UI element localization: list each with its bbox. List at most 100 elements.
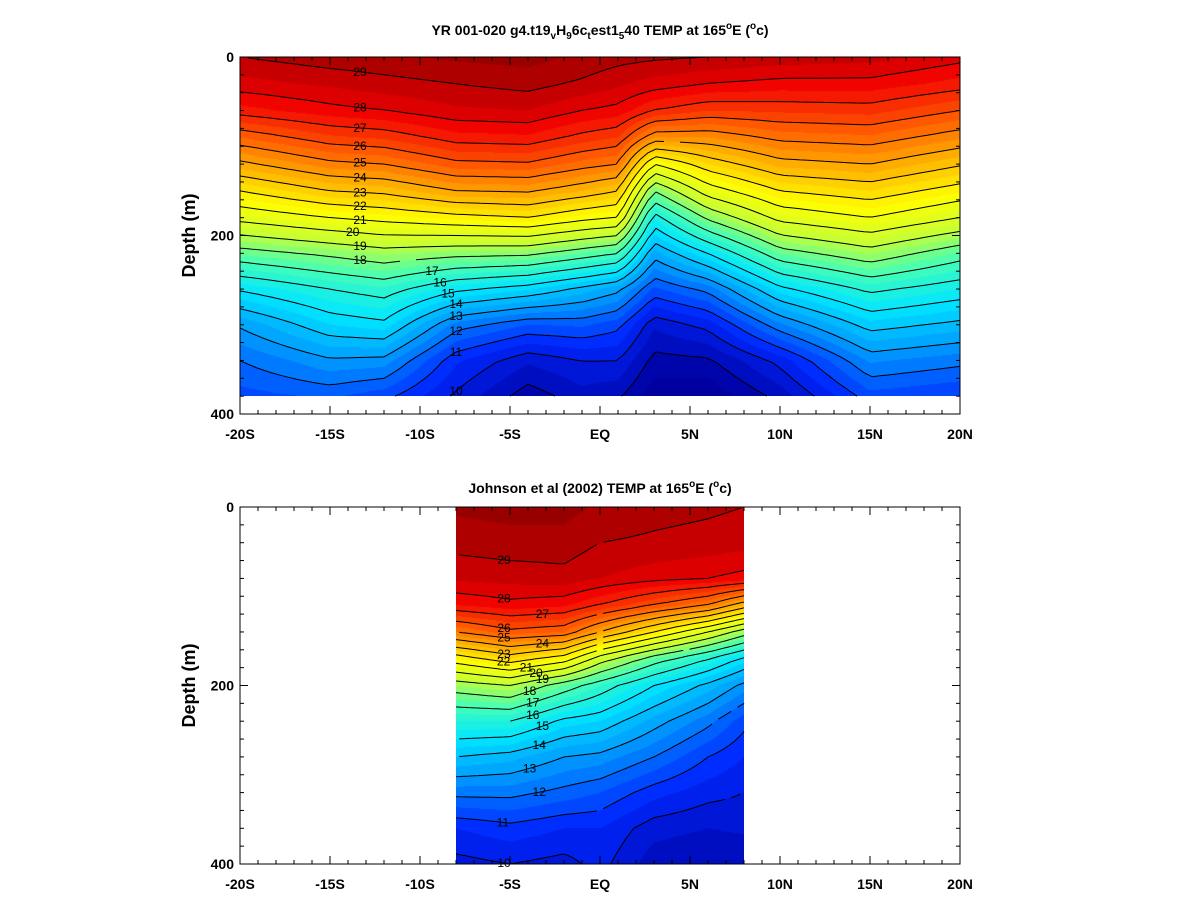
isotherm-label: 26 xyxy=(353,139,367,153)
isotherm-label: 27 xyxy=(353,121,367,135)
isotherm-label: 19 xyxy=(353,239,367,253)
isotherm-13 xyxy=(455,682,745,778)
axis-ticks xyxy=(239,506,961,865)
isotherm-label: 11 xyxy=(497,815,510,829)
y-axis-tick-labels: 0 200 400 xyxy=(211,49,235,422)
isotherm-label: 14 xyxy=(533,738,547,752)
isotherm-label: 15 xyxy=(536,719,550,733)
isotherm-label: 23 xyxy=(497,647,511,661)
isotherm-24 xyxy=(455,601,745,647)
isotherm-label: 29 xyxy=(497,553,511,567)
isotherm-label: 13 xyxy=(449,309,463,323)
isotherm-label: 26 xyxy=(497,621,511,635)
isotherm-9 xyxy=(509,351,768,397)
x-tick-label: 10N xyxy=(767,426,793,442)
isotherm-label: 10 xyxy=(497,856,511,870)
isotherm-29 xyxy=(459,507,741,565)
chart-title: Johnson et al (2002) TEMP at 165o​E (o​c… xyxy=(468,479,731,496)
isotherm-17 xyxy=(239,202,961,280)
isotherm-label: 24 xyxy=(353,171,367,185)
x-tick-label: EQ xyxy=(590,876,610,892)
temperature-heatmap xyxy=(240,57,960,396)
isotherm-label: 29 xyxy=(353,65,367,79)
x-tick-label: -15S xyxy=(315,426,345,442)
isotherm-16 xyxy=(510,649,745,722)
isotherm-label: 21 xyxy=(520,661,534,675)
isotherm-27 xyxy=(455,582,745,617)
isotherm-label: 27 xyxy=(536,607,550,621)
x-tick-label: -10S xyxy=(405,876,435,892)
isotherm-label: 17 xyxy=(526,696,540,710)
isotherm-13 xyxy=(239,259,961,359)
isotherm-contours xyxy=(239,56,961,397)
isotherm-26 xyxy=(239,109,961,163)
isotherm-label: 19 xyxy=(536,672,550,686)
isotherm-label: 25 xyxy=(497,631,511,645)
isotherm-11 xyxy=(455,731,745,824)
isotherm-label: 11 xyxy=(450,345,463,359)
isotherm-label: 28 xyxy=(353,101,367,115)
isotherm-25 xyxy=(239,129,961,178)
x-tick-label: 20N xyxy=(947,426,973,442)
isotherm-18 xyxy=(455,635,745,698)
isotherm-23 xyxy=(455,607,745,656)
y-axis-tick-labels: 0 200 400 xyxy=(211,499,235,872)
x-tick-label: -5S xyxy=(499,426,521,442)
isotherm-11 xyxy=(394,297,858,397)
x-tick-label: 10N xyxy=(767,876,793,892)
isotherm-label: 12 xyxy=(533,785,547,799)
x-tick-label: -20S xyxy=(225,426,255,442)
isotherm-21 xyxy=(455,618,745,671)
isotherm-26 xyxy=(455,589,745,630)
isotherm-16 xyxy=(239,213,961,299)
y-tick-label: 0 xyxy=(226,49,234,65)
isotherm-17 xyxy=(455,642,745,710)
isotherm-27 xyxy=(239,89,961,145)
isotherm-19 xyxy=(239,182,961,249)
isotherm-15 xyxy=(459,657,745,740)
isotherm-label: 22 xyxy=(353,199,367,213)
isotherm-label: 17 xyxy=(425,264,439,278)
isotherm-23 xyxy=(239,148,961,206)
y-tick-label: 0 xyxy=(226,499,234,515)
isotherm-12 xyxy=(239,278,961,386)
isotherm-label: 24 xyxy=(536,637,550,651)
isotherm-20 xyxy=(455,623,745,679)
isotherm-29 xyxy=(247,56,708,92)
isotherm-15 xyxy=(239,227,961,321)
isotherm-label: 28 xyxy=(497,591,511,605)
x-tick-label: 20N xyxy=(947,876,973,892)
isotherm-label: 22 xyxy=(497,655,511,669)
y-axis-label: Depth (m) xyxy=(179,644,199,728)
isotherm-label: 20 xyxy=(529,666,543,680)
y-axis-label: Depth (m) xyxy=(179,194,199,278)
isotherm-contours xyxy=(455,507,745,865)
isotherm-label: 16 xyxy=(433,276,447,290)
x-tick-label: -5S xyxy=(499,876,521,892)
y-tick-label: 400 xyxy=(211,406,235,422)
isotherm-22 xyxy=(455,612,745,663)
isotherm-label: 23 xyxy=(353,185,367,199)
isotherm-14 xyxy=(239,243,961,340)
isotherm-label: 13 xyxy=(523,761,537,775)
y-tick-label: 200 xyxy=(211,228,235,244)
y-tick-label: 200 xyxy=(211,678,235,694)
y-tick-label: 400 xyxy=(211,856,235,872)
isotherm-label: 18 xyxy=(353,253,367,267)
isotherm-12 xyxy=(456,702,745,799)
chart-title: YR 001-020 g4.t19v​H9​6ct​est15​40 TEMP … xyxy=(431,21,768,42)
isotherm-28 xyxy=(455,570,745,600)
isotherm-label: 21 xyxy=(353,213,367,227)
isotherm-label: 18 xyxy=(523,684,537,698)
isotherm-20 xyxy=(239,173,961,237)
isotherm-label: 16 xyxy=(526,708,540,722)
isotherm-25 xyxy=(459,595,745,639)
x-tick-label: 15N xyxy=(857,876,883,892)
isotherm-label: 25 xyxy=(353,156,367,170)
x-tick-label: 5N xyxy=(681,876,699,892)
isotherm-10 xyxy=(455,793,741,865)
isotherm-label: 14 xyxy=(449,297,463,311)
